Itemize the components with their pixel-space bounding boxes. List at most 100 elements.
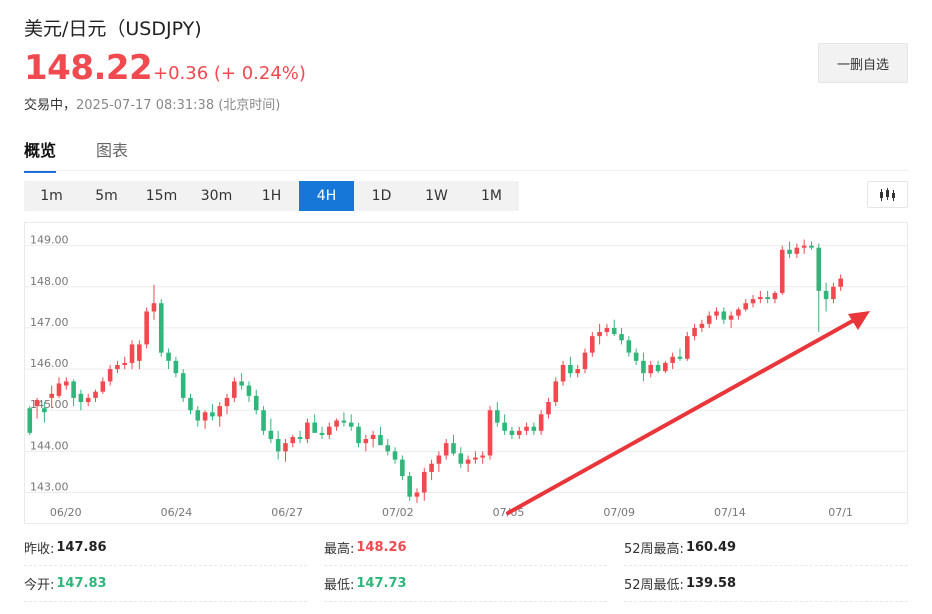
- candle-body: [166, 352, 171, 361]
- remove-watchlist-button[interactable]: 一删自选: [818, 43, 908, 83]
- period-30m[interactable]: 30m: [200, 188, 233, 204]
- period-1h[interactable]: 1H: [261, 188, 282, 204]
- candle-body: [560, 364, 566, 382]
- candle-body: [421, 471, 427, 493]
- candle-body: [670, 356, 675, 363]
- candle-body: [626, 340, 632, 353]
- period-4h[interactable]: 4H: [299, 181, 354, 211]
- candle-body: [239, 381, 244, 386]
- candle-body: [144, 311, 149, 345]
- x-tick-label: 06/20: [50, 506, 82, 519]
- candle-body: [93, 391, 98, 398]
- tab-divider: [24, 170, 908, 171]
- candle-body: [699, 323, 705, 328]
- candle-body: [677, 356, 683, 359]
- chart-type-button[interactable]: [867, 181, 908, 208]
- stat-high: 最高: 148.26: [324, 530, 607, 566]
- candle-body: [180, 373, 186, 398]
- candle-body: [275, 439, 281, 452]
- candle-body: [692, 327, 697, 337]
- candle-body: [553, 381, 559, 403]
- stat-label: 今开:: [24, 578, 55, 593]
- candle-body: [85, 397, 91, 403]
- x-tick-label: 07/1: [828, 506, 853, 519]
- candle-body: [195, 410, 201, 421]
- candlestick-icon: [879, 187, 895, 201]
- candle-body: [495, 410, 500, 423]
- candle-body: [531, 426, 537, 431]
- period-1m[interactable]: 1m: [40, 188, 63, 204]
- candle-body: [71, 381, 76, 398]
- candle-body: [34, 399, 40, 407]
- x-tick-label: 07/02: [382, 506, 414, 519]
- period-1d[interactable]: 1D: [371, 188, 392, 204]
- candle-body: [509, 430, 515, 435]
- x-tick-label: 06/24: [161, 506, 193, 519]
- stat-low: 最低: 147.73: [324, 566, 607, 602]
- trading-status: 交易中，2025-07-17 08:31:38 (北京时间): [24, 94, 280, 113]
- candle-body: [370, 434, 376, 440]
- y-tick-label: 144.00: [30, 439, 69, 452]
- candle-body: [575, 369, 580, 374]
- candle-body: [319, 432, 325, 435]
- stat-value: 147.73: [356, 576, 407, 591]
- period-15m[interactable]: 15m: [145, 188, 178, 204]
- x-tick-label: 06/27: [271, 506, 303, 519]
- candlestick-chart: 149.00 148.00 147.00 146.00 145.00 144.00 143.…: [25, 234, 907, 519]
- stat-open: 今开: 147.83: [24, 566, 307, 602]
- candle-body: [516, 430, 522, 435]
- candle-body: [582, 352, 588, 370]
- stats-panel: 昨收: 147.86 最高: 148.26 52周最高: 160.49 今开: 147.…: [24, 530, 908, 614]
- candle-body: [473, 457, 478, 460]
- price-chart[interactable]: 149.00 148.00 147.00 146.00 145.00 144.00 143.…: [24, 222, 908, 524]
- candle-body: [326, 426, 332, 435]
- candle-body: [305, 422, 310, 440]
- y-tick-label: 146.00: [30, 357, 69, 370]
- candle-body: [655, 364, 661, 372]
- candle-body: [253, 395, 259, 411]
- candle-body: [356, 426, 361, 444]
- tab-overview[interactable]: 概览: [24, 137, 57, 173]
- candle-body: [173, 360, 179, 374]
- candle-body: [714, 311, 719, 316]
- candle-body: [597, 332, 602, 337]
- stat-52w-low: 52周最低: 139.58: [624, 566, 908, 602]
- candle-body: [787, 249, 792, 254]
- tab-bar: 概览 图表: [24, 137, 128, 173]
- candle-body: [706, 315, 712, 324]
- period-5m[interactable]: 5m: [95, 188, 118, 204]
- candle-body: [524, 426, 529, 431]
- period-selector: 1m 5m 15m 30m 1H 4H 1D 1W 1M: [24, 181, 519, 211]
- stat-label: 最高:: [324, 542, 355, 557]
- candle-body: [590, 336, 595, 353]
- stat-value: 147.86: [56, 540, 107, 555]
- tab-chart[interactable]: 图表: [96, 141, 129, 160]
- period-1mo[interactable]: 1M: [481, 188, 502, 204]
- period-1w[interactable]: 1W: [425, 188, 448, 204]
- candle-body: [137, 344, 142, 361]
- y-tick-label: 143.00: [30, 481, 69, 494]
- candle-body: [611, 327, 617, 335]
- candle-body: [743, 303, 749, 310]
- candle-body: [224, 397, 230, 407]
- stat-label: 最低:: [324, 578, 355, 593]
- candle-body: [436, 455, 442, 464]
- stat-label: 昨收:: [24, 542, 55, 557]
- candle-body: [736, 309, 741, 316]
- candle-body: [100, 381, 106, 392]
- candle-body: [684, 336, 690, 359]
- candle-body: [334, 420, 339, 427]
- candle-body: [151, 303, 157, 312]
- candle-body: [648, 364, 654, 374]
- candle-body: [480, 455, 486, 458]
- candle-body: [458, 453, 464, 464]
- candle-body: [42, 408, 47, 413]
- candle-body: [809, 245, 814, 248]
- y-tick-label: 149.00: [30, 234, 69, 247]
- y-tick-label: 145.00: [30, 398, 69, 411]
- candle-body: [363, 439, 369, 444]
- candle-body: [348, 422, 354, 427]
- quote-timestamp: 2025-07-17 08:31:38 (北京时间): [76, 98, 281, 113]
- price-change: +0.36 (+ 0.24%): [153, 63, 306, 84]
- candle-body: [107, 369, 113, 382]
